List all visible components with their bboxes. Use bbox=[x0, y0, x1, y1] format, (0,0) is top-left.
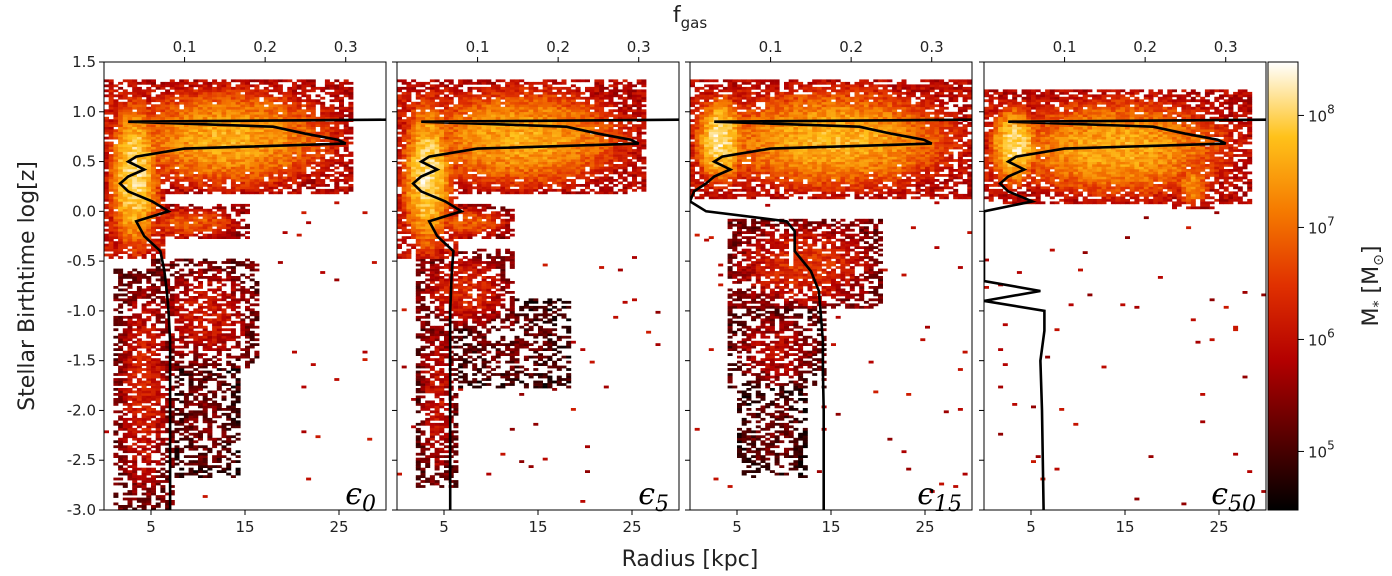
y-tick-label: -0.5 bbox=[67, 252, 96, 270]
top-tick-label: 0.3 bbox=[334, 38, 358, 56]
x-tick-label: 15 bbox=[528, 518, 547, 536]
colorbar-tick-label: 105 bbox=[1308, 438, 1335, 461]
colorbar-tick-label: 106 bbox=[1308, 326, 1335, 349]
x-tick-label: 5 bbox=[732, 518, 742, 536]
y-tick-label: 1.0 bbox=[72, 103, 96, 121]
top-tick-label: 0.1 bbox=[173, 38, 197, 56]
x-axis-title: Radius [kpc] bbox=[622, 547, 759, 572]
top-tick-label: 0.2 bbox=[1133, 38, 1157, 56]
top-axis-title: fgas bbox=[673, 3, 707, 32]
y-tick-label: 0.0 bbox=[72, 202, 96, 220]
y-tick-label: 0.5 bbox=[72, 153, 96, 171]
x-tick-label: 15 bbox=[235, 518, 254, 536]
y-tick-label: 1.5 bbox=[72, 53, 96, 71]
y-tick-label: -3.0 bbox=[67, 501, 96, 519]
colorbar: 105 106 107 108 bbox=[1268, 62, 1335, 510]
colorbar-tick-label: 108 bbox=[1308, 102, 1335, 125]
x-tick-label: 15 bbox=[821, 518, 840, 536]
x-tick-label: 25 bbox=[622, 518, 641, 536]
y-tick-label: -2.0 bbox=[67, 401, 96, 419]
x-tick-label: 25 bbox=[915, 518, 934, 536]
panel-0: 5 15 25 0.1 0.2 0.3 -3.0 -2.5 -2.0 -1.5 -1.0 -0.5 0.… bbox=[67, 38, 386, 536]
y-tick-label: -2.5 bbox=[67, 451, 96, 469]
top-tick-label: 0.3 bbox=[627, 38, 651, 56]
x-tick-label: 15 bbox=[1115, 518, 1134, 536]
top-tick-label: 0.2 bbox=[839, 38, 863, 56]
x-tick-label: 25 bbox=[329, 518, 348, 536]
x-tick-label: 5 bbox=[146, 518, 156, 536]
top-tick-label: 0.2 bbox=[546, 38, 570, 56]
top-tick-label: 0.1 bbox=[466, 38, 490, 56]
top-tick-label: 0.1 bbox=[759, 38, 783, 56]
top-tick-label: 0.3 bbox=[1214, 38, 1238, 56]
x-tick-label: 25 bbox=[1209, 518, 1228, 536]
colorbar-title: M* [M⊙] bbox=[1359, 246, 1387, 327]
y-tick-label: -1.5 bbox=[67, 352, 96, 370]
panel-1: 5 15 250.1 0.2 0.3ϵ5 bbox=[392, 38, 679, 536]
colorbar-tick-label: 107 bbox=[1308, 214, 1335, 237]
panels: 5 15 25 0.1 0.2 0.3 -3.0 -2.5 -2.0 -1.5 -1.0 -0.5 0.… bbox=[67, 38, 1267, 536]
y-tick-label: -1.0 bbox=[67, 302, 96, 320]
top-tick-label: 0.1 bbox=[1053, 38, 1077, 56]
colorbar-gradient bbox=[1268, 62, 1298, 510]
top-tick-label: 0.2 bbox=[253, 38, 277, 56]
y-axis-title: Stellar Birthtime log[z] bbox=[15, 161, 40, 411]
x-tick-label: 5 bbox=[1026, 518, 1036, 536]
x-tick-label: 5 bbox=[439, 518, 449, 536]
top-tick-label: 0.3 bbox=[920, 38, 944, 56]
